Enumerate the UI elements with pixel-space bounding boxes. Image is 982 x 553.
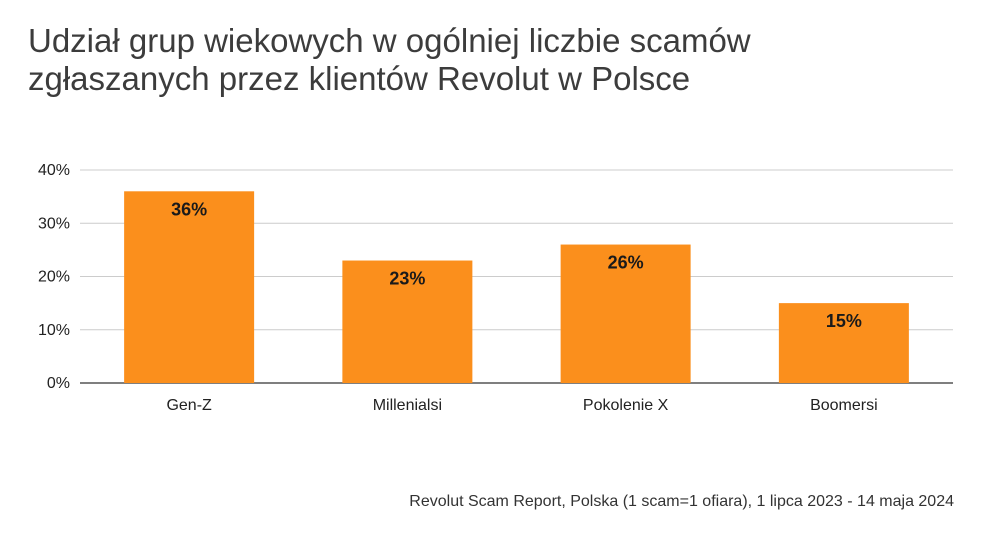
chart-title-line-1: Udział grup wiekowych w ogólniej liczbie… (28, 22, 751, 59)
data-label: 15% (826, 311, 862, 331)
y-tick-label: 0% (47, 375, 70, 392)
chart-title-line-2: zgłaszanych przez klientów Revolut w Pol… (28, 60, 691, 97)
y-tick-label: 30% (38, 215, 70, 232)
x-category-label: Pokolenie X (583, 397, 669, 414)
data-label: 26% (608, 253, 644, 273)
bar (342, 260, 473, 383)
bar (560, 244, 691, 383)
x-category-label: Millenialsi (373, 397, 442, 414)
bar (778, 303, 909, 383)
bar (124, 191, 255, 383)
chart-title: Udział grup wiekowych w ogólniej liczbie… (28, 22, 928, 98)
y-tick-label: 40% (38, 162, 70, 179)
data-label: 36% (171, 199, 207, 219)
chart-source-note: Revolut Scam Report, Polska (1 scam=1 of… (409, 493, 954, 510)
data-label: 23% (389, 269, 425, 289)
y-tick-label: 20% (38, 269, 70, 286)
y-tick-label: 10% (38, 322, 70, 339)
x-category-label: Boomersi (810, 397, 878, 414)
x-category-label: Gen-Z (166, 397, 212, 414)
